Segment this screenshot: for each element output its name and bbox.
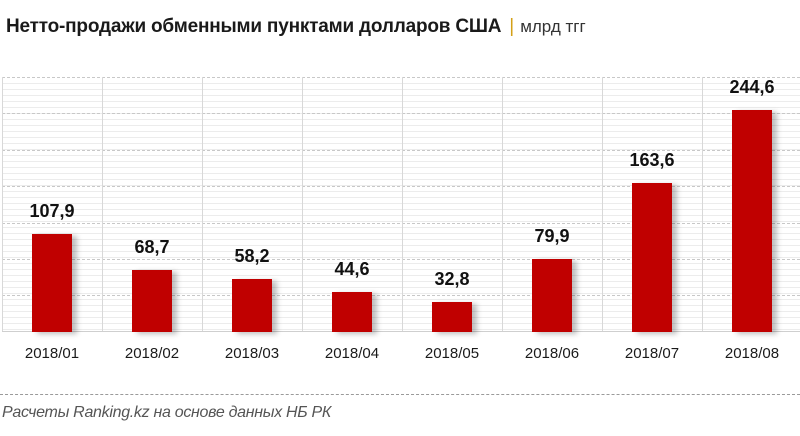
x-tick-label: 2018/04: [324, 345, 380, 362]
bar: [32, 234, 72, 332]
minor-gridline: [2, 239, 800, 240]
minor-gridline: [2, 311, 800, 312]
column-divider: [602, 77, 603, 332]
minor-gridline: [2, 215, 800, 216]
minor-gridline: [2, 275, 800, 276]
x-tick-label: 2018/01: [24, 345, 80, 362]
bar: [732, 109, 772, 332]
major-gridline: [2, 150, 800, 151]
bar: [632, 183, 672, 332]
bar-value-label: 58,2: [234, 246, 270, 267]
minor-gridline: [2, 245, 800, 246]
bar-value-label: 68,7: [134, 236, 170, 257]
minor-gridline: [2, 161, 800, 162]
minor-gridline: [2, 197, 800, 198]
x-tick-label: 2018/02: [124, 345, 180, 362]
minor-gridline: [2, 329, 800, 330]
minor-gridline: [2, 233, 800, 234]
minor-gridline: [2, 125, 800, 126]
bar-value-label: 79,9: [534, 226, 570, 247]
footer-divider: [0, 394, 800, 395]
minor-gridline: [2, 221, 800, 222]
major-gridline: [2, 77, 800, 78]
minor-gridline: [2, 269, 800, 270]
column-divider: [402, 77, 403, 332]
chart-title-row: Нетто-продажи обменными пунктами долларо…: [6, 16, 586, 38]
minor-gridline: [2, 281, 800, 282]
major-gridline: [2, 259, 800, 260]
minor-gridline: [2, 209, 800, 210]
bar-value-label: 163,6: [629, 150, 675, 171]
bar-value-label: 44,6: [334, 258, 370, 279]
minor-gridline: [2, 185, 800, 186]
x-tick-label: 2018/06: [524, 345, 580, 362]
bar: [532, 259, 572, 332]
major-gridline: [2, 113, 800, 114]
minor-gridline: [2, 95, 800, 96]
bar: [432, 302, 472, 332]
major-gridline: [2, 295, 800, 296]
minor-gridline: [2, 131, 800, 132]
source-note: Расчеты Ranking.kz на основе данных НБ Р…: [2, 404, 332, 421]
minor-gridline: [2, 179, 800, 180]
column-divider: [502, 77, 503, 332]
minor-gridline: [2, 173, 800, 174]
plot-area: 107,9 68,7 58,2 44,6 32,8 79,9 163,6 244,6: [2, 77, 800, 332]
bar: [332, 291, 372, 332]
column-divider: [302, 77, 303, 332]
minor-gridline: [2, 143, 800, 144]
chart-unit: млрд тгг: [520, 17, 586, 36]
minor-gridline: [2, 203, 800, 204]
minor-gridline: [2, 119, 800, 120]
bar-value-label: 32,8: [434, 269, 470, 290]
minor-gridline: [2, 227, 800, 228]
minor-gridline: [2, 263, 800, 264]
minor-gridline: [2, 191, 800, 192]
minor-gridline: [2, 101, 800, 102]
x-axis-baseline: [2, 331, 800, 332]
minor-gridline: [2, 89, 800, 90]
title-separator: |: [509, 16, 515, 37]
minor-gridline: [2, 149, 800, 150]
minor-gridline: [2, 287, 800, 288]
column-divider: [202, 77, 203, 332]
minor-gridline: [2, 107, 800, 108]
column-divider: [102, 77, 103, 332]
column-divider: [2, 77, 3, 332]
minor-gridline: [2, 305, 800, 306]
minor-gridline: [2, 293, 800, 294]
bar-value-label: 107,9: [29, 201, 75, 222]
minor-gridline: [2, 137, 800, 138]
minor-gridline: [2, 251, 800, 252]
minor-gridline: [2, 167, 800, 168]
bar-value-label: 244,6: [729, 76, 775, 97]
major-gridline: [2, 223, 800, 224]
minor-gridline: [2, 83, 800, 84]
x-tick-label: 2018/07: [624, 345, 680, 362]
column-divider: [702, 77, 703, 332]
x-tick-label: 2018/03: [224, 345, 280, 362]
minor-gridline: [2, 317, 800, 318]
minor-gridline: [2, 155, 800, 156]
x-tick-label: 2018/08: [724, 345, 780, 362]
minor-gridline: [2, 257, 800, 258]
chart-title: Нетто-продажи обменными пунктами долларо…: [6, 16, 502, 37]
bar: [132, 269, 172, 332]
minor-gridline: [2, 323, 800, 324]
x-tick-label: 2018/05: [424, 345, 480, 362]
major-gridline: [2, 186, 800, 187]
minor-gridline: [2, 299, 800, 300]
bar: [232, 279, 272, 332]
